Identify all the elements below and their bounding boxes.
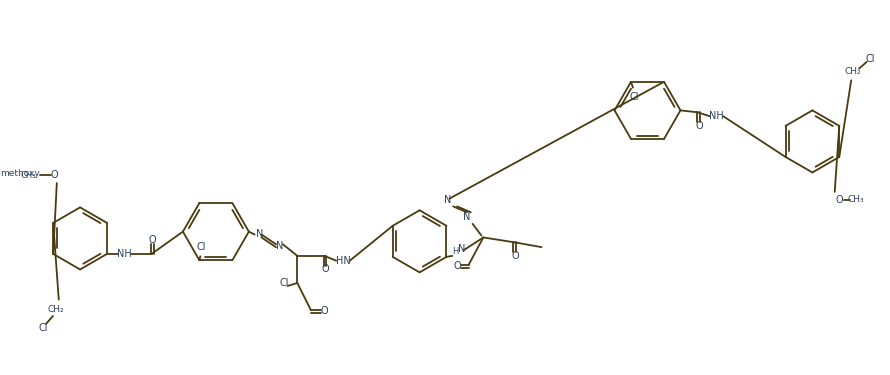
Text: NH: NH xyxy=(709,111,724,121)
Text: O: O xyxy=(695,121,703,131)
Text: Cl: Cl xyxy=(38,322,48,333)
Text: O: O xyxy=(453,261,461,271)
Text: N: N xyxy=(463,212,471,222)
Text: N: N xyxy=(444,195,451,205)
Text: O: O xyxy=(836,195,844,205)
Text: N: N xyxy=(255,229,263,238)
Text: CH₂: CH₂ xyxy=(845,67,862,76)
Text: Cl: Cl xyxy=(279,278,288,288)
Text: H: H xyxy=(452,246,458,255)
Text: NH: NH xyxy=(117,249,132,259)
Text: CH₃: CH₃ xyxy=(848,195,864,204)
Text: Cl: Cl xyxy=(629,92,639,102)
Text: CH₃: CH₃ xyxy=(21,171,36,180)
Text: O: O xyxy=(321,264,329,274)
Text: Cl: Cl xyxy=(866,54,876,64)
Text: N: N xyxy=(276,241,284,251)
Text: O: O xyxy=(320,306,328,316)
Text: HN: HN xyxy=(336,256,351,266)
Text: O: O xyxy=(149,236,157,245)
Text: N: N xyxy=(458,244,465,254)
Text: O: O xyxy=(50,170,58,180)
Text: O: O xyxy=(512,251,519,261)
Text: Cl: Cl xyxy=(197,242,206,252)
Text: methoxy: methoxy xyxy=(1,169,40,178)
Text: CH₂: CH₂ xyxy=(47,305,64,314)
